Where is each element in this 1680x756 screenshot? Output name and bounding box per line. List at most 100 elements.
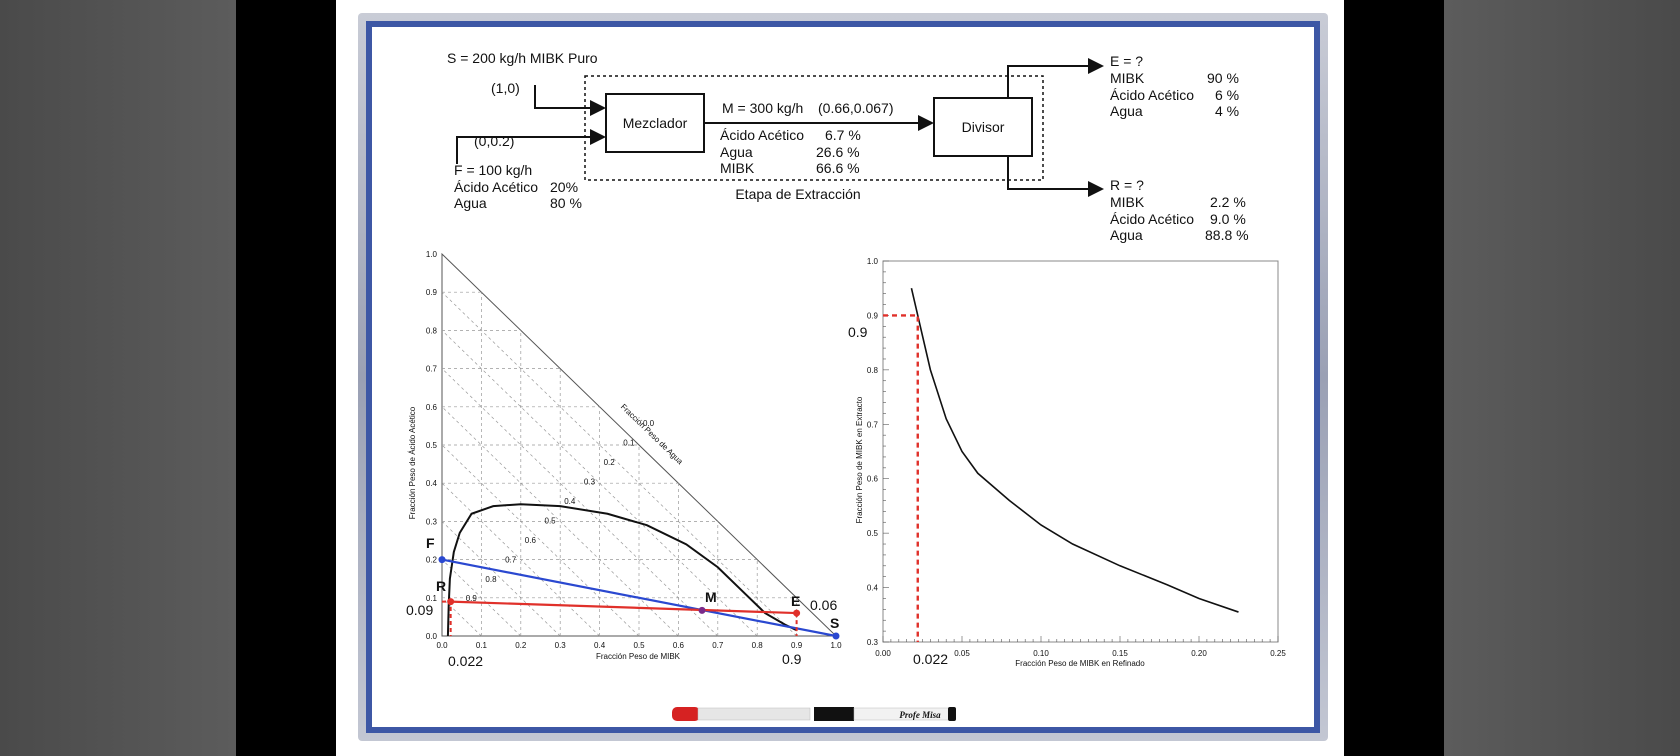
- distribution-x-tick-label: 0.20: [1191, 649, 1207, 658]
- mixture-row-3-value: 66.6 %: [816, 160, 860, 176]
- feed-arrow: [456, 129, 606, 164]
- ternary-x-axis-label: Fracción Peso de MIBK: [596, 652, 681, 661]
- ternary-y-tick-label: 0.0: [426, 632, 438, 641]
- distribution-y-axis-label: Fracción Peso de MIBK en Extracto: [855, 396, 864, 523]
- mixture-row-2-value: 26.6 %: [816, 144, 860, 160]
- ternary-grid-line-water: [441, 291, 797, 637]
- distribution-x-ticks: 0.00 0.05 0.10 0.15 0.20 0.25: [875, 636, 1286, 658]
- ternary-point-F: [438, 556, 446, 564]
- mixture-row-1-value: 6.7 %: [825, 127, 861, 143]
- distribution-x-tick-label: 0.25: [1270, 649, 1286, 658]
- marker-cap-black: [814, 707, 854, 721]
- extract-label: E = ?: [1110, 53, 1143, 69]
- raffinate-row-1-value: 2.2 %: [1210, 194, 1246, 210]
- ternary-water-tick-label: 0.9: [466, 594, 478, 603]
- distribution-y-tick-label: 1.0: [867, 257, 879, 266]
- extract-row-3-name: Agua: [1110, 103, 1143, 119]
- ternary-grid-line-water: [441, 482, 600, 637]
- splitter-box: [933, 97, 1033, 157]
- ternary-y-tick-label: 0.5: [426, 441, 438, 450]
- ternary-water-tick-label: 0.3: [584, 477, 596, 486]
- solvent-arrow: [534, 85, 606, 116]
- raffinate-row-3-name: Agua: [1110, 227, 1143, 243]
- ternary-grid-line-water: [441, 368, 719, 637]
- distribution-curve: [910, 288, 1239, 613]
- distribution-chart: 0.3 0.4 0.5 0.6 0.7 0.8 0.9 1.0 0.00 0.05 0.10 0.1…: [848, 257, 1286, 668]
- ternary-water-tick-label: 0.4: [564, 497, 576, 506]
- ternary-x-tick-label: 0.0: [436, 641, 448, 650]
- stage-label: Etapa de Extracción: [735, 186, 860, 202]
- distribution-x-tick-label: 0.10: [1033, 649, 1049, 658]
- ternary-x-tick-label: 0.5: [633, 641, 645, 650]
- left-backdrop: [0, 0, 236, 756]
- marker-brand: Profe Misa: [899, 710, 941, 720]
- mixture-row-1-name: Ácido Acético: [720, 127, 804, 143]
- feed-solvent-line: [441, 558, 837, 638]
- raffinate-row-2-name: Ácido Acético: [1110, 211, 1194, 227]
- distribution-y-ticks: 0.3 0.4 0.5 0.6 0.7 0.8 0.9 1.0: [867, 257, 889, 647]
- distribution-guide: [883, 314, 919, 642]
- raffinate-row-3-value: 88.8 %: [1205, 227, 1249, 243]
- annotation-r-y: 0.09: [406, 602, 433, 618]
- point-label-F: F: [426, 535, 435, 551]
- extract-row-3-value: 4 %: [1215, 103, 1239, 119]
- mixture-row-2-name: Agua: [720, 144, 753, 160]
- point-label-R: R: [436, 578, 446, 594]
- distribution-x-tick-label: 0.05: [954, 649, 970, 658]
- solvent-coord: (1,0): [491, 80, 520, 96]
- ternary-water-ticks: 0.0 0.1 0.2 0.3 0.4 0.5 0.6 0.7 0.8 0.9: [466, 419, 655, 603]
- splitter-label: Divisor: [962, 119, 1005, 135]
- ternary-water-tick-label: 0.7: [505, 555, 517, 564]
- ternary-x-ticks: 0.0 0.1 0.2 0.3 0.4 0.5 0.6 0.7 0.8 0.9 1.0: [436, 641, 842, 650]
- raffinate-row-1-name: MIBK: [1110, 194, 1145, 210]
- ternary-water-tick-label: 0.1: [623, 438, 635, 447]
- ternary-water-tick-label: 0.6: [525, 536, 537, 545]
- ternary-diagram: 0.0 0.1 0.2 0.3 0.4 0.5 0.6 0.7 0.8 0.9 1.0 0.0 0.1…: [406, 250, 842, 669]
- feed-row-2-name: Agua: [454, 195, 487, 211]
- extract-row-2-name: Ácido Acético: [1110, 87, 1194, 103]
- solvent-label: S = 200 kg/h MIBK Puro: [447, 50, 598, 66]
- ternary-water-tick-label: 0.8: [485, 575, 497, 584]
- mixture-row-3-name: MIBK: [720, 160, 755, 176]
- distribution-plot-frame: [882, 260, 1279, 643]
- marker-cap-red: [672, 707, 700, 721]
- ternary-grid: [441, 252, 838, 637]
- ternary-y-tick-label: 0.3: [426, 517, 438, 526]
- ternary-y-tick-label: 0.1: [426, 594, 438, 603]
- ternary-x-tick-label: 0.2: [515, 641, 527, 650]
- ternary-y-tick-label: 0.7: [426, 365, 438, 374]
- feed-row-2-value: 80 %: [550, 195, 582, 211]
- distribution-y-tick-label: 0.5: [867, 529, 879, 538]
- ternary-y-tick-label: 0.4: [426, 479, 438, 488]
- ternary-y-tick-label: 0.2: [426, 556, 438, 565]
- raffinate-arrow: [1007, 156, 1104, 197]
- extraction-stage-boundary: [584, 75, 1044, 181]
- extract-row-2-value: 6 %: [1215, 87, 1239, 103]
- ternary-x-tick-label: 0.3: [555, 641, 567, 650]
- ternary-x-tick-label: 0.6: [673, 641, 685, 650]
- ternary-grid-line-water: [441, 330, 758, 637]
- mixer-label: Mezclador: [623, 115, 688, 131]
- mixture-coord: (0.66,0.067): [818, 100, 894, 116]
- ternary-y-tick-label: 0.8: [426, 326, 438, 335]
- ternary-x-tick-label: 0.4: [594, 641, 606, 650]
- ternary-grid-line-water: [441, 444, 640, 637]
- distribution-y-tick-label: 0.6: [867, 475, 879, 484]
- distribution-y-tick-label: 0.4: [867, 584, 879, 593]
- annotation-e-y: 0.06: [810, 597, 837, 613]
- marker-pen: Profe Misa: [672, 707, 956, 721]
- extract-row-1-value: 90 %: [1207, 70, 1239, 86]
- distribution-x-tick-label: 0.00: [875, 649, 891, 658]
- raffinate-extract-tie-line: [450, 600, 797, 615]
- ternary-y-ticks: 0.0 0.1 0.2 0.3 0.4 0.5 0.6 0.7 0.8 0.9 1.0: [426, 250, 438, 641]
- raffinate-row-2-value: 9.0 %: [1210, 211, 1246, 227]
- ternary-points: [438, 556, 840, 640]
- ternary-water-tick-label: 0.0: [643, 419, 655, 428]
- feed-coord: (0,0.2): [474, 133, 514, 149]
- ternary-point-R: [447, 598, 455, 606]
- ternary-water-tick-label: 0.2: [604, 458, 616, 467]
- ternary-point-E: [793, 609, 801, 617]
- ternary-y-tick-label: 1.0: [426, 250, 438, 259]
- feed-row-1-value: 20%: [550, 179, 578, 195]
